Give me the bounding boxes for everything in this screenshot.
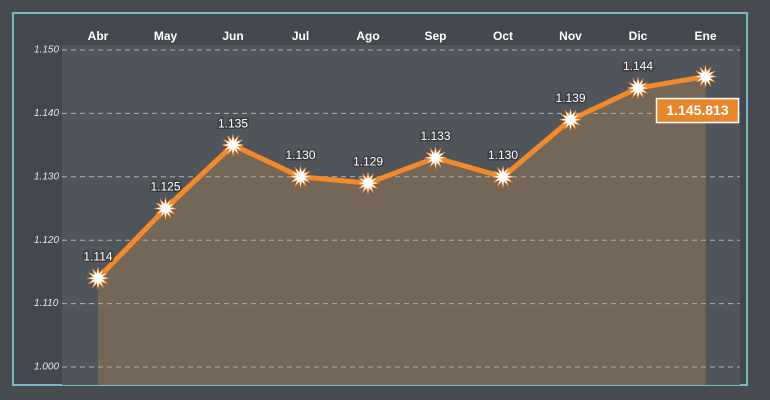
plot-area bbox=[62, 45, 740, 385]
y-tick-label: 1.150 bbox=[34, 45, 59, 56]
marker bbox=[86, 267, 110, 290]
x-tick-label: Jun bbox=[222, 29, 243, 43]
x-tick-label: Dic bbox=[629, 29, 648, 43]
y-tick-label: 1.120 bbox=[34, 235, 59, 246]
marker bbox=[356, 172, 380, 195]
value-label: 1.144 bbox=[623, 59, 653, 73]
x-tick-label: Jul bbox=[292, 29, 309, 43]
marker bbox=[559, 108, 582, 131]
marker bbox=[491, 165, 515, 188]
marker bbox=[424, 146, 447, 169]
x-tick-label: Ago bbox=[356, 29, 379, 43]
marker bbox=[154, 197, 177, 220]
marker bbox=[221, 134, 245, 157]
marker bbox=[694, 65, 717, 88]
value-label: 1.145.813 bbox=[666, 102, 728, 118]
value-label: 1.114 bbox=[83, 249, 112, 263]
y-tick-label: 1.130 bbox=[34, 171, 59, 182]
value-label: 1.130 bbox=[488, 148, 518, 162]
x-tick-label: Abr bbox=[88, 29, 109, 43]
value-label: 1.133 bbox=[420, 129, 450, 143]
x-tick-label: Sep bbox=[424, 29, 446, 43]
value-label: 1.130 bbox=[285, 148, 315, 162]
x-tick-label: May bbox=[154, 29, 178, 43]
y-tick-label: 1.110 bbox=[34, 298, 59, 309]
value-label: 1.139 bbox=[555, 91, 585, 105]
value-label: 1.125 bbox=[150, 180, 180, 194]
y-tick-label: 1.000 bbox=[34, 362, 59, 373]
x-tick-label: Oct bbox=[493, 29, 513, 43]
value-label: 1.135 bbox=[218, 116, 248, 130]
y-tick-label: 1.140 bbox=[34, 108, 59, 119]
line bbox=[96, 74, 706, 280]
x-tick-label: Ene bbox=[694, 29, 716, 43]
marker bbox=[626, 76, 650, 100]
x-tick-label: Nov bbox=[559, 29, 582, 43]
marker bbox=[289, 165, 312, 188]
value-label-box bbox=[655, 97, 740, 124]
value-label: 1.129 bbox=[353, 154, 383, 168]
